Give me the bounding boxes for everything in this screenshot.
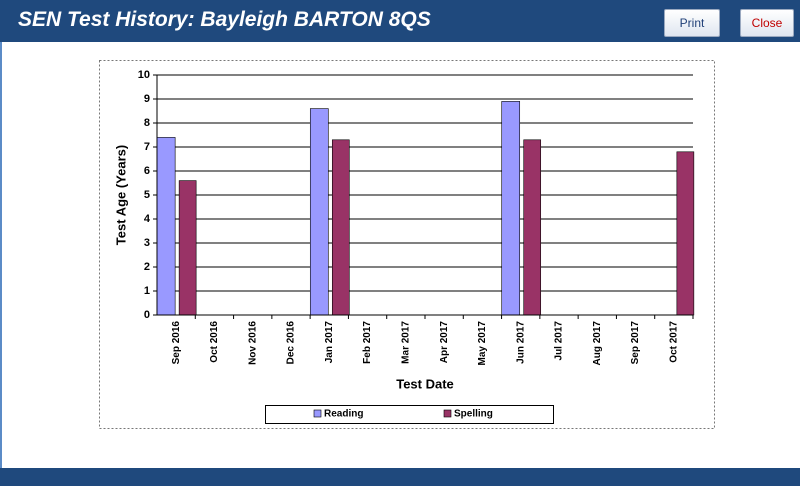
y-tick-label: 5 [144, 189, 150, 201]
x-tick-label: Jan 2017 [324, 321, 335, 364]
chart-frame [99, 60, 715, 429]
bar [156, 137, 176, 316]
x-tick-label: Sep 2017 [630, 321, 641, 365]
x-tick-label: Mar 2017 [400, 321, 411, 364]
x-axis-label: Test Date [396, 376, 454, 391]
header: SEN Test History: Bayleigh BARTON 8QS Pr… [0, 0, 800, 42]
bar [309, 108, 329, 316]
y-axis-label: Test Age (Years) [113, 145, 128, 245]
x-tick-label: Nov 2016 [247, 321, 258, 365]
x-tick-label: Oct 2017 [668, 321, 679, 363]
title: SEN Test History: Bayleigh BARTON 8QS [18, 8, 431, 31]
bar [501, 101, 521, 316]
chart: Test Age (Years) Test Date 0 1 2 3 4 5 6 7 8 9 10 S… [99, 60, 715, 429]
y-tick-label: 7 [144, 141, 150, 153]
x-tick-label: Jul 2017 [554, 321, 565, 361]
bar [331, 139, 350, 316]
x-tick-label: Sep 2016 [171, 321, 182, 365]
bar [676, 151, 695, 316]
x-tick-label: Feb 2017 [362, 321, 373, 364]
print-button[interactable]: Print [664, 9, 720, 37]
y-tick-label: 1 [144, 285, 150, 297]
legend-label: Reading [324, 409, 363, 420]
x-tick-label: Dec 2016 [286, 321, 297, 365]
x-tick-label: Jun 2017 [515, 321, 526, 364]
legend-box [265, 405, 554, 424]
x-tick-label: Oct 2016 [209, 321, 220, 363]
bar [523, 139, 542, 316]
close-button[interactable]: Close [740, 9, 794, 37]
y-tick-label: 10 [138, 69, 150, 81]
left-edge [0, 42, 2, 468]
legend-label: Spelling [454, 409, 493, 420]
y-tick-label: 3 [144, 237, 150, 249]
x-tick-label: Aug 2017 [592, 321, 603, 366]
y-tick-label: 4 [144, 213, 151, 225]
legend-swatch [443, 409, 452, 418]
y-tick-label: 8 [144, 117, 150, 129]
y-tick-label: 2 [144, 261, 150, 273]
y-tick-label: 0 [144, 309, 150, 321]
bar [178, 180, 197, 316]
legend-swatch [313, 409, 322, 418]
footer [0, 468, 800, 486]
y-tick-label: 6 [144, 165, 150, 177]
y-tick-label: 9 [144, 93, 150, 105]
x-tick-label: Apr 2017 [439, 321, 450, 364]
x-tick-label: May 2017 [477, 321, 488, 366]
